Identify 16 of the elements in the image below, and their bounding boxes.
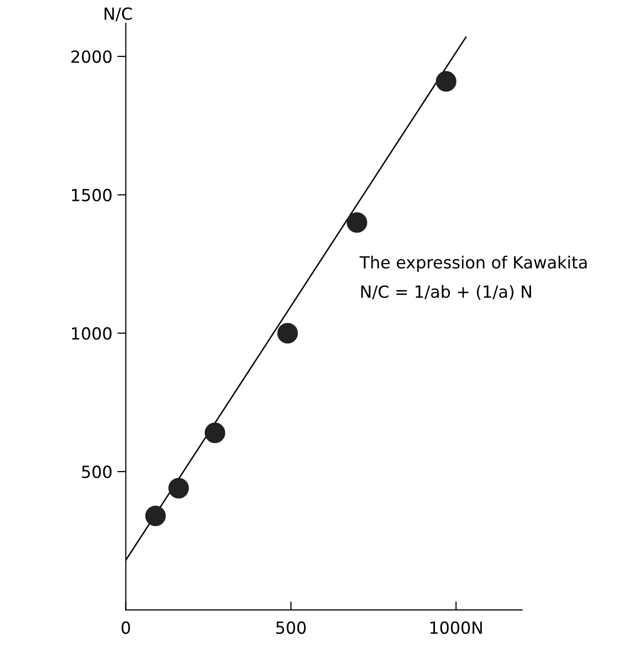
point xyxy=(436,71,456,92)
annotation: The expression of Kawakita xyxy=(360,256,587,272)
point xyxy=(204,422,226,444)
y-tick-label: 1500 xyxy=(72,188,112,202)
point xyxy=(277,322,298,344)
y-axis-title: N/C xyxy=(104,7,132,22)
point xyxy=(168,478,189,498)
y-tick-label: 500 xyxy=(82,466,112,478)
x-tick-label: 0 xyxy=(122,621,130,634)
point xyxy=(346,212,368,233)
point xyxy=(145,506,166,526)
annotation: N/C = 1/ab + (1/a) N xyxy=(361,285,532,300)
y-tick-label: 1000 xyxy=(72,327,112,340)
x-tick-label: 500 xyxy=(276,621,306,634)
x-tick-label: 1000N xyxy=(430,621,482,634)
y-tick-label: 2000 xyxy=(71,50,112,63)
